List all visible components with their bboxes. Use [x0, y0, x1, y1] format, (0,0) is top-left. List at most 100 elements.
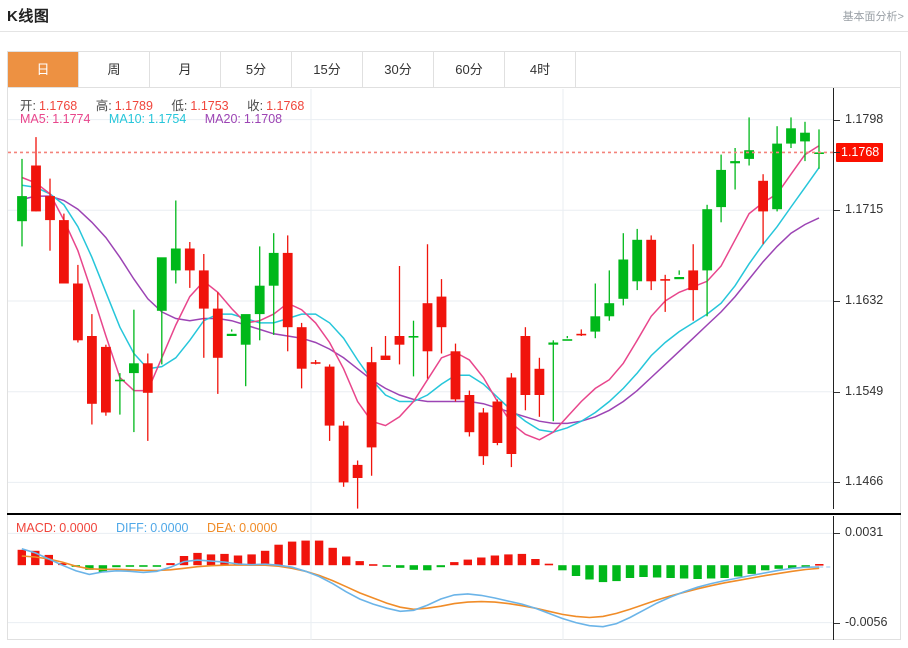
- macd-bar-47: [652, 565, 662, 578]
- candle-10: [156, 257, 167, 365]
- candle-44: [632, 228, 643, 291]
- price-label-1: 1.1715: [845, 202, 884, 217]
- price-tick-2: [834, 301, 840, 302]
- macd-bar-13: [193, 552, 202, 566]
- candle-40: [576, 329, 587, 336]
- macd-bar-2: [44, 554, 53, 566]
- candle-22: [324, 364, 335, 441]
- candle-39: [562, 336, 573, 341]
- low-label: 低:: [171, 99, 188, 113]
- macd-bar-27: [382, 565, 391, 567]
- macd-bar-25: [355, 561, 364, 566]
- macd-bar-9: [139, 565, 148, 567]
- price-label-4: 1.1466: [845, 474, 884, 489]
- macd-bar-57: [788, 565, 797, 569]
- macd-plot[interactable]: [8, 516, 833, 640]
- tab-0[interactable]: 日: [8, 52, 79, 87]
- macd-bar-43: [598, 565, 608, 583]
- macd-bar-35: [490, 555, 500, 566]
- candle-12: [184, 242, 195, 288]
- fundamental-analysis-link[interactable]: 基本面分析>: [842, 11, 904, 23]
- ma20-value: 1.1708: [243, 112, 283, 126]
- macd-bar-17: [247, 554, 256, 566]
- macd-bar-55: [761, 565, 770, 571]
- macd-bar-53: [734, 565, 743, 577]
- macd-tick-1: [834, 622, 840, 624]
- macd-bar-39: [544, 563, 554, 566]
- tab-1[interactable]: 周: [79, 52, 150, 87]
- macd-bar-56: [774, 565, 783, 569]
- candle-35: [506, 373, 517, 468]
- macd-bar-38: [531, 559, 540, 566]
- macd-bar-10: [152, 565, 162, 567]
- candle-36: [520, 327, 531, 411]
- price-tick-1: [834, 210, 840, 212]
- ohlc-legend: 开: 1.1768 高: 1.1789 低: 1.1753 收: 1.1768: [20, 95, 307, 114]
- macd-bar-12: [179, 556, 189, 566]
- macd-label-1: -0.0056: [845, 614, 888, 629]
- ma10-line: [21, 167, 820, 433]
- tab-4[interactable]: 15分: [292, 52, 363, 87]
- candle-30: [436, 279, 447, 354]
- candle-56: [800, 121, 810, 162]
- ma20-label: MA20:: [204, 112, 241, 126]
- candle-13: [198, 254, 209, 358]
- candle-49: [702, 204, 713, 317]
- candle-29: [422, 244, 433, 379]
- ma5-value: 1.1774: [52, 112, 91, 126]
- candle-19: [282, 235, 293, 352]
- macd-bar-21: [301, 540, 310, 566]
- macd-bar-59: [815, 564, 824, 566]
- panel-divider: [7, 513, 901, 515]
- macd-bar-32: [450, 562, 459, 566]
- tab-3[interactable]: 5分: [221, 52, 292, 87]
- ma5-line: [21, 145, 820, 441]
- price-tick-3: [834, 391, 840, 393]
- candle-11: [170, 200, 181, 284]
- macd-bar-19: [274, 544, 283, 566]
- ma10-label: MA10:: [108, 112, 146, 126]
- macd-bar-15: [220, 553, 229, 566]
- candle-38: [548, 340, 559, 422]
- candle-8: [129, 309, 139, 433]
- macd-bar-51: [706, 565, 716, 579]
- macd-bar-44: [612, 565, 621, 582]
- macd-bar-20: [287, 541, 297, 566]
- candle-55: [786, 117, 796, 148]
- macd-bar-26: [369, 564, 378, 566]
- macd-bar-41: [571, 565, 581, 576]
- price-tick-4: [834, 482, 840, 484]
- macd-bar-52: [720, 565, 729, 578]
- tab-5[interactable]: 30分: [363, 52, 434, 87]
- macd-bar-50: [693, 565, 702, 579]
- tab-bar-filler: [576, 52, 901, 87]
- price-axis-divider: [833, 88, 834, 509]
- candle-3: [59, 213, 69, 284]
- candle-17: [254, 246, 265, 341]
- candle-1: [31, 137, 41, 212]
- candle-31: [450, 343, 461, 402]
- dea-value: 0.0000: [239, 521, 278, 535]
- open-label: 开:: [20, 99, 36, 113]
- tab-2[interactable]: 月: [150, 52, 221, 87]
- candlestick-plot[interactable]: [8, 89, 833, 513]
- candle-46: [660, 274, 671, 312]
- candle-9: [142, 353, 153, 441]
- price-label-2: 1.1632: [845, 293, 884, 307]
- chart-frame: [7, 88, 901, 640]
- candle-41: [590, 283, 601, 339]
- candle-52: [744, 117, 754, 166]
- macd-bar-24: [342, 556, 351, 566]
- macd-axis-divider: [833, 516, 834, 640]
- macd-bar-30: [423, 565, 432, 571]
- tab-6[interactable]: 60分: [434, 52, 505, 87]
- price-tick-0: [834, 119, 840, 121]
- candle-45: [646, 235, 657, 291]
- candle-53: [758, 174, 768, 245]
- candle-0: [17, 158, 27, 247]
- tab-7[interactable]: 4时: [505, 52, 576, 87]
- candle-34: [492, 399, 503, 446]
- macd-bar-34: [477, 557, 486, 566]
- macd-bar-40: [558, 565, 567, 571]
